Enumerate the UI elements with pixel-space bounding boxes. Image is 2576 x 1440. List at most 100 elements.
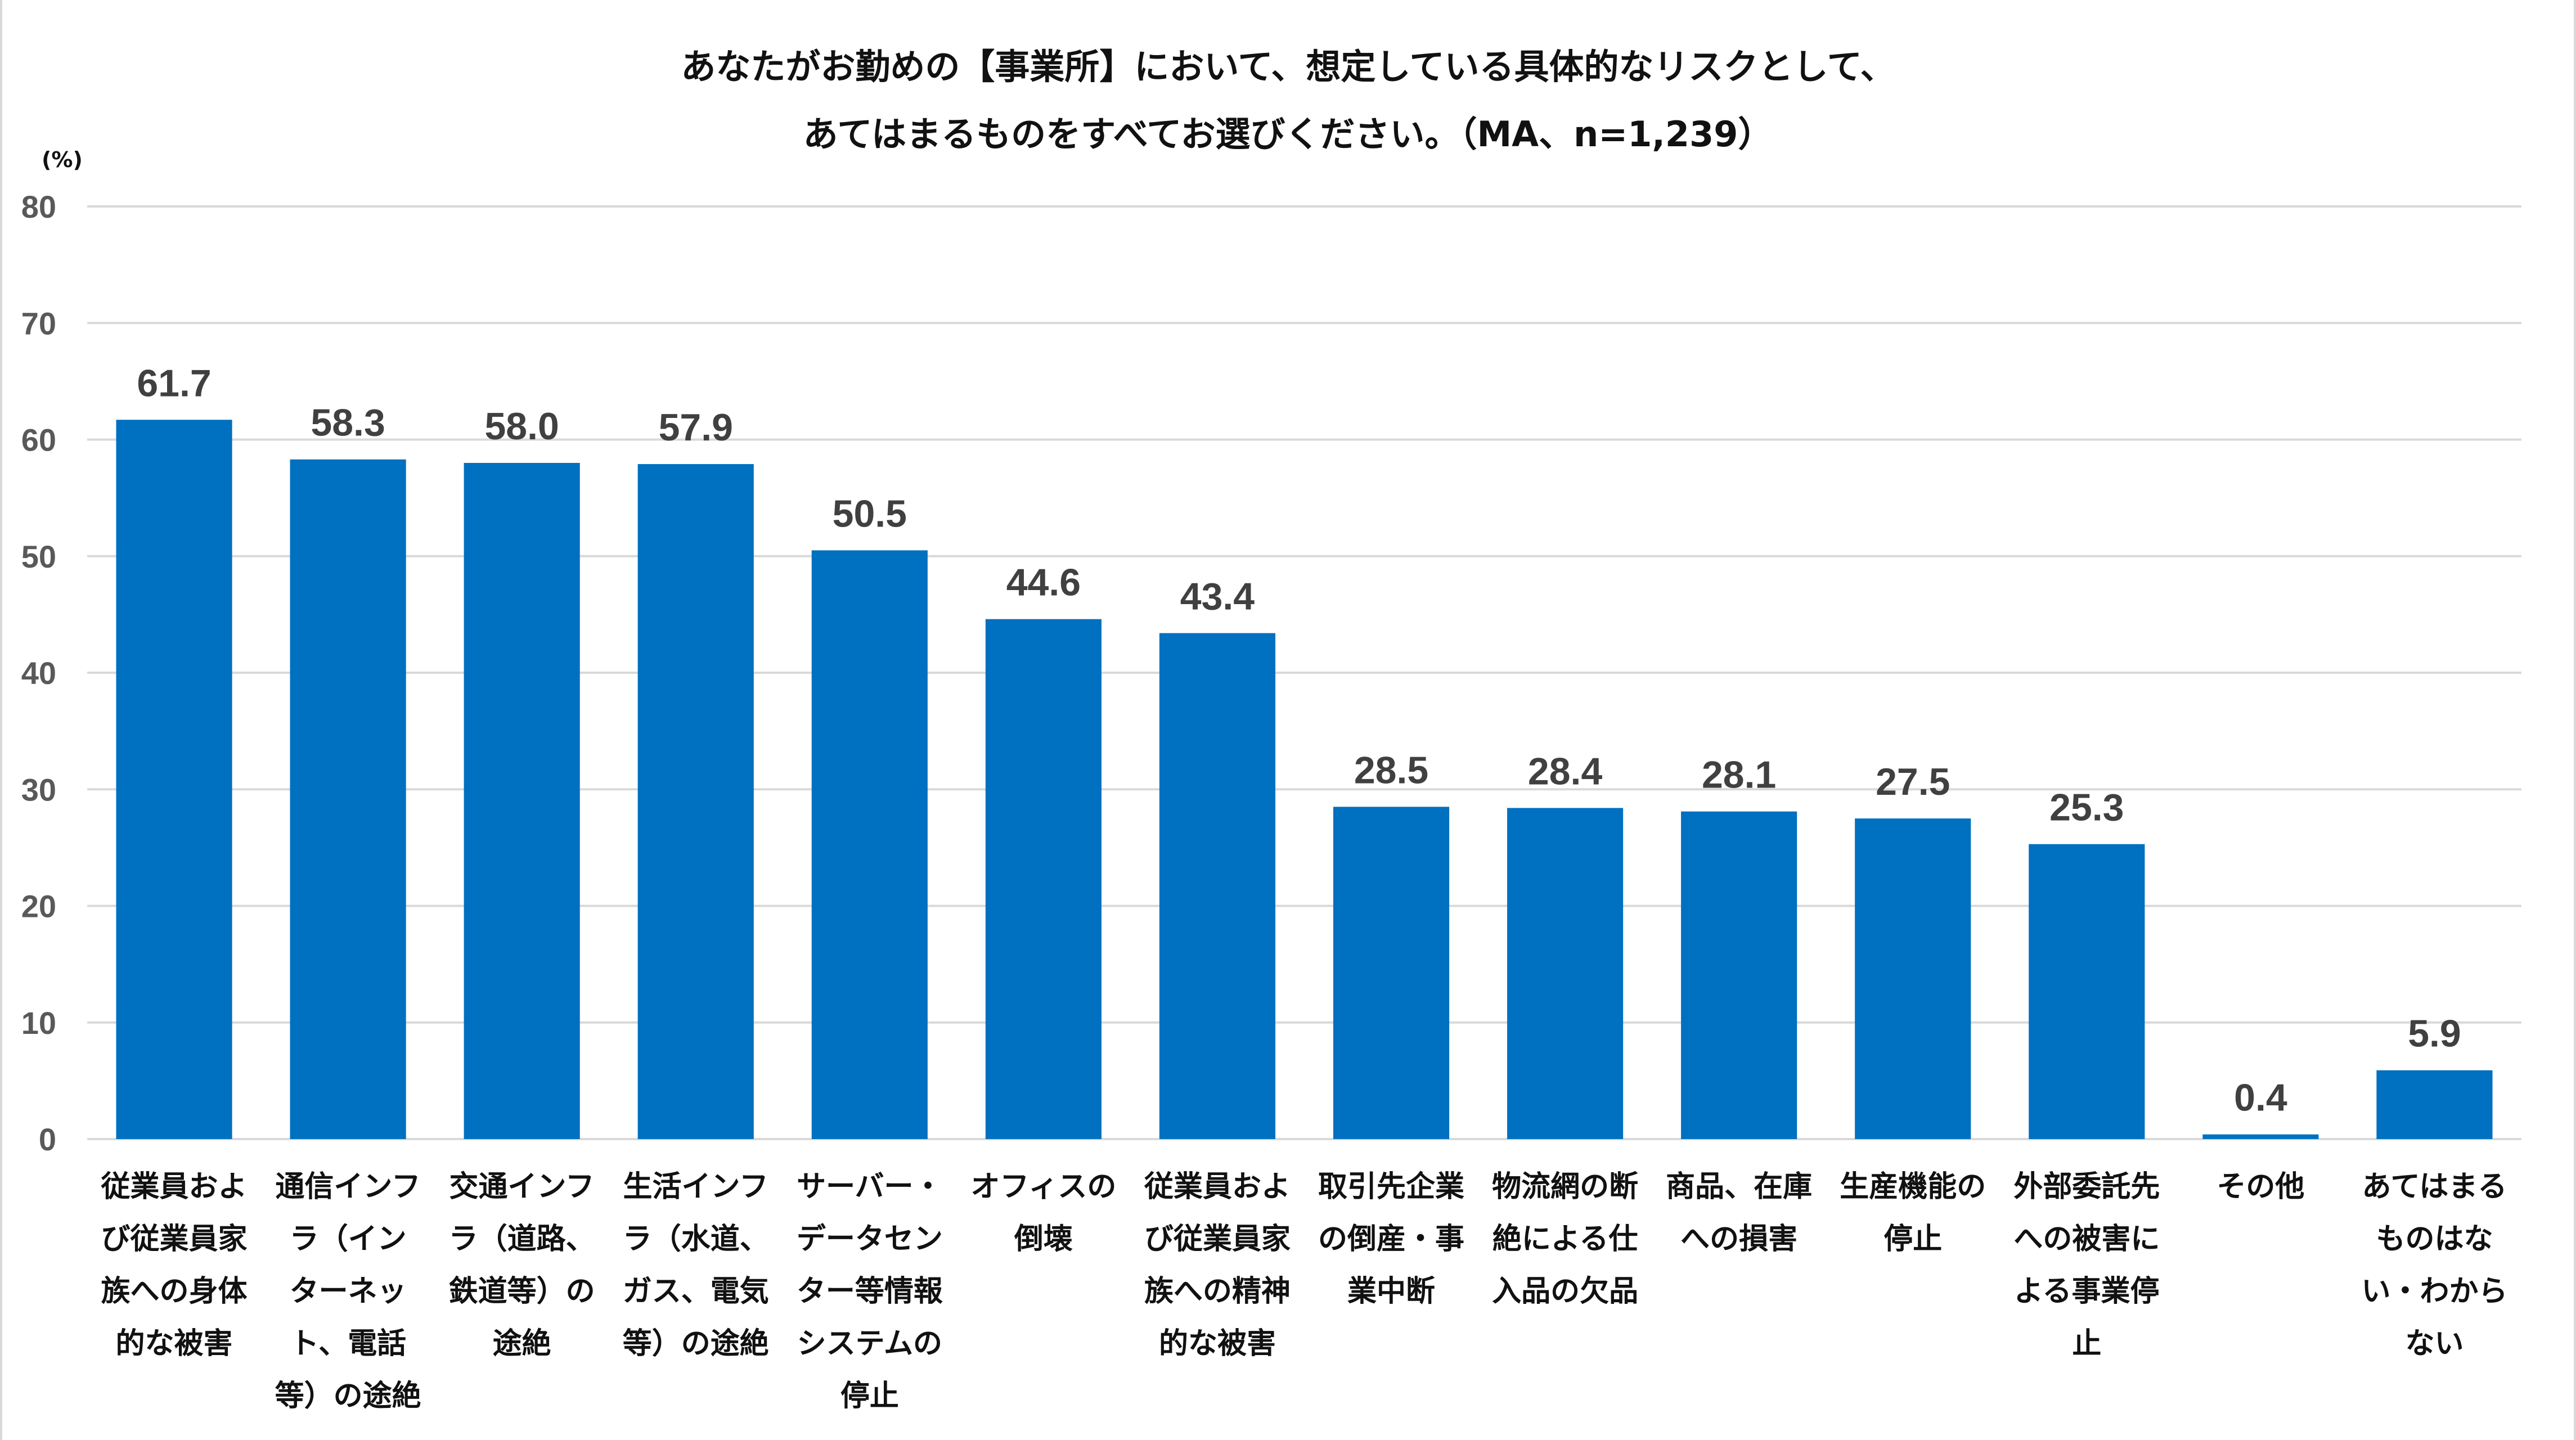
x-tick-label-line: システムの	[797, 1327, 942, 1361]
x-tick-label: あてはまるものはない・わからない	[2361, 1170, 2507, 1361]
x-tick-label-line: 生活インフ	[623, 1170, 768, 1204]
x-tick-label-line: ラ（イン	[290, 1222, 407, 1256]
x-tick-label: オフィスの倒壊	[970, 1170, 1116, 1256]
chart-title-line-2: あてはまるものをすべてお選びください。（MA、n=1,239）	[803, 114, 1773, 155]
bar	[1855, 818, 1971, 1139]
x-tick-label-line: 生産機能の	[1840, 1170, 1986, 1204]
data-label: 27.5	[1876, 760, 1950, 803]
x-tick-label: 外部委託先への被害による事業停止	[2013, 1170, 2160, 1361]
x-tick-label-line: 止	[2072, 1327, 2101, 1361]
data-label: 57.9	[659, 406, 733, 449]
y-tick-label: 50	[21, 539, 56, 574]
x-tick-label-line: 物流網の断	[1492, 1170, 1638, 1204]
data-label: 44.6	[1006, 561, 1081, 604]
x-tick-label-line: 鉄道等）の	[449, 1275, 595, 1308]
x-tick-label-line: ガス、電気	[623, 1275, 769, 1308]
x-tick-label-line: 従業員およ	[1144, 1170, 1291, 1204]
x-tick-label: 交通インフラ（道路、鉄道等）の途絶	[449, 1170, 595, 1361]
x-tick-label-line: ない	[2405, 1327, 2463, 1361]
chart-title-line-1: あなたがお勤めの【事業所】において、想定している具体的なリスクとして、	[681, 46, 1895, 87]
data-label: 28.1	[1702, 754, 1776, 796]
bar	[1507, 808, 1624, 1139]
data-label: 0.4	[2234, 1077, 2287, 1119]
y-axis-ticks: 0 10 20 30 40 50 60 70 80	[21, 189, 56, 1157]
x-tick-label-line: その他	[2217, 1170, 2304, 1204]
x-tick-label: 通信インフラ（インターネット、電話等）の途絶	[275, 1170, 421, 1413]
data-label: 61.7	[137, 362, 211, 404]
x-tick-label: 従業員および従業員家族への身体的な被害	[101, 1170, 248, 1361]
data-label: 58.3	[311, 402, 385, 444]
x-tick-label-line: い・わから	[2361, 1275, 2507, 1308]
x-tick-label-line: び従業員家	[101, 1222, 248, 1256]
bar	[1681, 811, 1797, 1139]
x-tick-label: 商品、在庫への損害	[1666, 1170, 1812, 1256]
x-tick-label-line: よる事業停	[2014, 1275, 2159, 1308]
x-tick-label: サーバー・データセンター等情報システムの停止	[797, 1170, 943, 1413]
bar	[2202, 1134, 2319, 1139]
x-tick-label-line: 取引先企業	[1318, 1170, 1464, 1204]
x-tick-label: 物流網の断絶による仕入品の欠品	[1492, 1170, 1638, 1308]
y-tick-label: 40	[21, 655, 56, 691]
x-axis-labels: 従業員および従業員家族への身体的な被害通信インフラ（インターネット、電話等）の途…	[101, 1170, 2508, 1413]
x-tick-label-line: 的な被害	[116, 1327, 233, 1361]
x-tick-label: 生産機能の停止	[1840, 1170, 1986, 1256]
bar	[1333, 807, 1450, 1139]
bar	[116, 420, 232, 1139]
x-tick-label-line: データセン	[797, 1222, 943, 1256]
x-tick-label-line: オフィスの	[970, 1170, 1116, 1204]
x-tick-label-line: の倒産・事	[1318, 1222, 1464, 1256]
x-tick-label-line: ラ（道路、	[449, 1222, 595, 1256]
y-tick-label: 60	[21, 422, 56, 458]
x-tick-label-line: 停止	[1883, 1222, 1942, 1256]
y-tick-label: 0	[39, 1122, 56, 1157]
x-tick-label-line: 的な被害	[1159, 1327, 1276, 1361]
data-label: 50.5	[833, 492, 907, 535]
x-tick-label-line: び従業員家	[1144, 1222, 1291, 1256]
x-tick-label-line: 外部委託先	[2013, 1170, 2160, 1204]
data-labels: 61.7 58.3 58.0 57.9 50.5 44.6 43.4 28.5 28.4 28.1…	[137, 362, 2461, 1119]
x-tick-label-line: 族への精神	[1144, 1275, 1291, 1308]
x-tick-label-line: 従業員およ	[101, 1170, 248, 1204]
x-tick-label-line: ターネッ	[290, 1275, 407, 1308]
x-tick-label: 従業員および従業員家族への精神的な被害	[1144, 1170, 1291, 1361]
gridlines	[87, 205, 2521, 1140]
y-tick-label: 10	[21, 1005, 56, 1041]
bar	[290, 459, 406, 1140]
x-tick-label: 生活インフラ（水道、ガス、電気等）の途絶	[623, 1170, 769, 1361]
y-tick-label: 20	[21, 889, 56, 924]
x-tick-label-line: あてはまる	[2362, 1170, 2507, 1204]
bar	[985, 619, 1102, 1139]
x-tick-label-line: 業中断	[1347, 1275, 1435, 1308]
x-tick-label-line: 商品、在庫	[1666, 1170, 1812, 1204]
x-tick-label-line: 絶による仕	[1492, 1222, 1638, 1256]
bar	[1159, 633, 1276, 1139]
bar	[464, 462, 580, 1140]
x-tick-label-line: 通信インフ	[275, 1170, 420, 1204]
bars	[116, 420, 2493, 1140]
x-tick-label-line: ラ（水道、	[623, 1222, 769, 1256]
x-tick-label-line: 途絶	[493, 1327, 551, 1361]
data-label: 43.4	[1180, 575, 1255, 618]
x-tick-label: 取引先企業の倒産・事業中断	[1318, 1170, 1464, 1308]
x-tick-label-line: への被害に	[2013, 1222, 2160, 1256]
data-label: 5.9	[2408, 1012, 2461, 1055]
x-tick-label-line: への損害	[1680, 1222, 1797, 1256]
x-tick-label-line: 交通インフ	[449, 1170, 594, 1204]
x-tick-label-line: 等）の途絶	[623, 1327, 769, 1361]
bar	[637, 464, 754, 1140]
x-tick-label-line: ものはな	[2376, 1222, 2493, 1256]
y-tick-label: 80	[21, 189, 56, 224]
data-label: 58.0	[484, 405, 559, 448]
x-tick-label-line: ター等情報	[797, 1275, 943, 1308]
y-tick-label: 30	[21, 772, 56, 807]
data-label: 28.4	[1528, 750, 1603, 793]
x-tick-label-line: サーバー・	[797, 1170, 942, 1204]
x-tick-label-line: ト、電話	[290, 1327, 406, 1361]
y-tick-label: 70	[21, 305, 56, 341]
bar	[2029, 844, 2145, 1139]
x-tick-label-line: 停止	[840, 1379, 899, 1413]
bar	[2376, 1070, 2493, 1139]
y-axis-unit-label: (%)	[42, 147, 83, 172]
